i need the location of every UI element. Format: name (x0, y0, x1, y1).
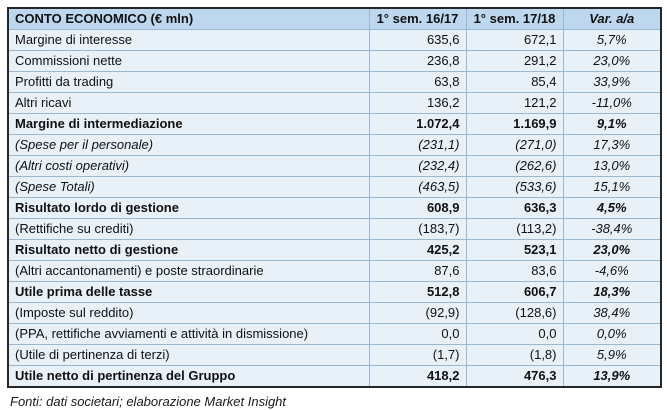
row-label: Utile prima delle tasse (7, 281, 370, 303)
value-var: 13,9% (562, 365, 662, 388)
row-label: (Imposte sul reddito) (7, 302, 370, 324)
row-label: Profitti da trading (7, 71, 370, 93)
value-sem1: (232,4) (368, 155, 467, 177)
value-var: -4,6% (562, 260, 662, 282)
value-var: 15,1% (562, 176, 662, 198)
table-row: Commissioni nette 236,8 291,2 23,0% (7, 50, 662, 72)
value-sem2: (128,6) (465, 302, 564, 324)
row-label: Utile netto di pertinenza del Gruppo (7, 365, 370, 388)
value-sem2: (271,0) (465, 134, 564, 156)
value-var: 23,0% (562, 50, 662, 72)
value-sem1: (463,5) (368, 176, 467, 198)
row-label: (Spese Totali) (7, 176, 370, 198)
value-sem1: 1.072,4 (368, 113, 467, 135)
value-sem2: 83,6 (465, 260, 564, 282)
row-label: (Utile di pertinenza di terzi) (7, 344, 370, 366)
value-sem2: (113,2) (465, 218, 564, 240)
table-row: (Spese Totali) (463,5) (533,6) 15,1% (7, 176, 662, 198)
value-var: 18,3% (562, 281, 662, 303)
value-sem2: 476,3 (465, 365, 564, 388)
value-sem1: 236,8 (368, 50, 467, 72)
row-label: (Altri costi operativi) (7, 155, 370, 177)
table-row: Altri ricavi 136,2 121,2 -11,0% (7, 92, 662, 114)
table-row: (Imposte sul reddito) (92,9) (128,6) 38,… (7, 302, 662, 324)
value-var: 5,7% (562, 29, 662, 51)
value-sem2: (533,6) (465, 176, 564, 198)
row-label: (Spese per il personale) (7, 134, 370, 156)
value-sem1: 635,6 (368, 29, 467, 51)
value-sem2: 523,1 (465, 239, 564, 261)
value-var: -38,4% (562, 218, 662, 240)
table-row: (Altri costi operativi) (232,4) (262,6) … (7, 155, 662, 177)
value-sem2: 636,3 (465, 197, 564, 219)
table-body: Margine di interesse 635,6 672,1 5,7% Co… (7, 29, 662, 388)
value-sem1: 425,2 (368, 239, 467, 261)
table-row-subtotal: Utile prima delle tasse 512,8 606,7 18,3… (7, 281, 662, 303)
column-header-var: Var. a/a (562, 7, 662, 30)
value-sem1: (183,7) (368, 218, 467, 240)
table-row-subtotal: Risultato lordo di gestione 608,9 636,3 … (7, 197, 662, 219)
table-header: CONTO ECONOMICO (€ mln) 1° sem. 16/17 1°… (7, 7, 662, 30)
value-var: 17,3% (562, 134, 662, 156)
row-label: Margine di intermediazione (7, 113, 370, 135)
value-sem1: (1,7) (368, 344, 467, 366)
row-label: Risultato lordo di gestione (7, 197, 370, 219)
row-label: Margine di interesse (7, 29, 370, 51)
value-sem1: 0,0 (368, 323, 467, 345)
value-var: 13,0% (562, 155, 662, 177)
value-sem2: (262,6) (465, 155, 564, 177)
column-header-title: CONTO ECONOMICO (€ mln) (7, 7, 370, 30)
table-row: Profitti da trading 63,8 85,4 33,9% (7, 71, 662, 93)
value-var: 38,4% (562, 302, 662, 324)
table-row: (PPA, rettifiche avviamenti e attività i… (7, 323, 662, 345)
value-sem1: 63,8 (368, 71, 467, 93)
column-header-sem2: 1° sem. 17/18 (465, 7, 564, 30)
table-row-subtotal: Margine di intermediazione 1.072,4 1.169… (7, 113, 662, 135)
value-sem1: 512,8 (368, 281, 467, 303)
value-var: 33,9% (562, 71, 662, 93)
table-row: (Utile di pertinenza di terzi) (1,7) (1,… (7, 344, 662, 366)
value-sem1: (231,1) (368, 134, 467, 156)
value-sem2: 0,0 (465, 323, 564, 345)
value-sem1: (92,9) (368, 302, 467, 324)
value-sem1: 608,9 (368, 197, 467, 219)
value-sem2: 121,2 (465, 92, 564, 114)
row-label: Risultato netto di gestione (7, 239, 370, 261)
value-sem1: 418,2 (368, 365, 467, 388)
value-var: 23,0% (562, 239, 662, 261)
table-row: (Spese per il personale) (231,1) (271,0)… (7, 134, 662, 156)
row-label: (PPA, rettifiche avviamenti e attività i… (7, 323, 370, 345)
table-row: (Rettifiche su crediti) (183,7) (113,2) … (7, 218, 662, 240)
table-row-total: Utile netto di pertinenza del Gruppo 418… (7, 365, 662, 388)
row-label: Altri ricavi (7, 92, 370, 114)
value-sem2: 1.169,9 (465, 113, 564, 135)
value-sem1: 87,6 (368, 260, 467, 282)
value-var: 5,9% (562, 344, 662, 366)
value-var: 0,0% (562, 323, 662, 345)
value-sem2: 291,2 (465, 50, 564, 72)
header-row: CONTO ECONOMICO (€ mln) 1° sem. 16/17 1°… (7, 7, 662, 30)
value-var: 4,5% (562, 197, 662, 219)
value-sem2: 85,4 (465, 71, 564, 93)
table-row: (Altri accantonamenti) e poste straordin… (7, 260, 662, 282)
income-statement-table: CONTO ECONOMICO (€ mln) 1° sem. 16/17 1°… (7, 7, 662, 388)
table-row-subtotal: Risultato netto di gestione 425,2 523,1 … (7, 239, 662, 261)
value-sem2: 672,1 (465, 29, 564, 51)
row-label: Commissioni nette (7, 50, 370, 72)
value-var: -11,0% (562, 92, 662, 114)
source-note: Fonti: dati societari; elaborazione Mark… (10, 394, 287, 409)
value-sem2: (1,8) (465, 344, 564, 366)
row-label: (Altri accantonamenti) e poste straordin… (7, 260, 370, 282)
row-label: (Rettifiche su crediti) (7, 218, 370, 240)
value-sem2: 606,7 (465, 281, 564, 303)
column-header-sem1: 1° sem. 16/17 (368, 7, 467, 30)
value-sem1: 136,2 (368, 92, 467, 114)
value-var: 9,1% (562, 113, 662, 135)
table-row: Margine di interesse 635,6 672,1 5,7% (7, 29, 662, 51)
